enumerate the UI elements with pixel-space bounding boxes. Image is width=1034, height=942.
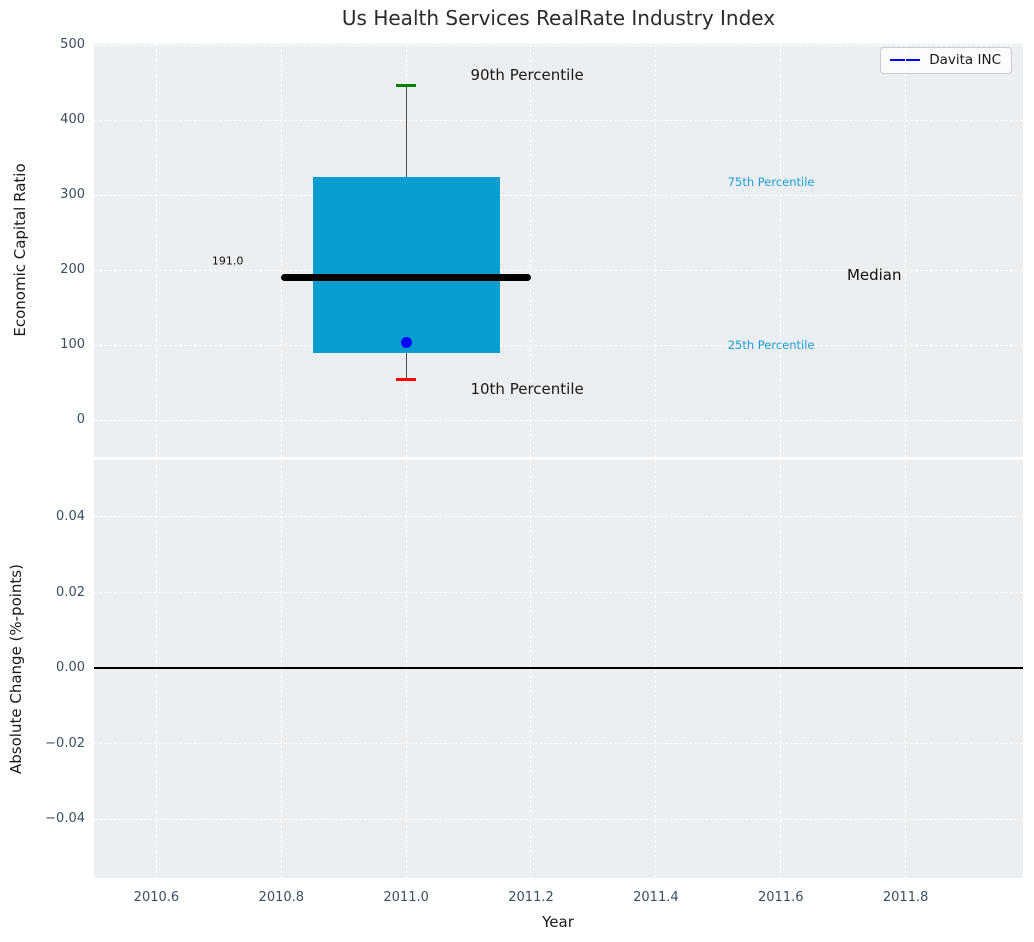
y-tick-label: 0.02 <box>56 584 85 600</box>
gridline-x <box>780 44 782 457</box>
whisker-cap-90 <box>396 83 417 87</box>
whisker-cap-10 <box>396 378 417 382</box>
x-axis-label: Year <box>542 913 574 931</box>
y-tick-label: −0.02 <box>45 735 85 751</box>
x-tick-label: 2010.6 <box>133 890 180 905</box>
x-tick-label: 2011.4 <box>633 890 679 905</box>
y-tick-label: 0.04 <box>56 509 85 525</box>
zero-line <box>94 667 1023 670</box>
data-point-davita <box>400 336 412 348</box>
gridline-y <box>94 743 1023 745</box>
x-tick-label: 2011.8 <box>882 890 929 905</box>
p75-label: 75th Percentile <box>727 174 815 189</box>
median-line <box>281 273 532 281</box>
y-tick-label: 400 <box>60 112 85 128</box>
y-tick-label: −0.04 <box>45 811 85 827</box>
gridline-y <box>94 269 1023 271</box>
axes-economic-capital-ratio <box>94 44 1023 457</box>
gridline-y <box>94 516 1023 518</box>
y-tick-label: 0 <box>76 412 85 428</box>
legend-label: Davita INC <box>929 52 1001 68</box>
gridline-y <box>94 194 1023 196</box>
gridline-x <box>655 44 657 457</box>
legend: Davita INC <box>880 47 1012 74</box>
y-tick-label: 100 <box>60 337 85 353</box>
y-tick-label: 0.00 <box>56 660 85 676</box>
x-tick-label: 2011.2 <box>508 890 554 905</box>
median-label: Median <box>846 265 902 284</box>
box-rect <box>312 176 500 353</box>
median-value-label: 191.0 <box>211 254 244 268</box>
x-tick-label: 2010.8 <box>258 890 305 905</box>
y-tick-label: 300 <box>60 187 85 203</box>
gridline-x <box>530 44 532 457</box>
p10-label: 10th Percentile <box>470 379 584 398</box>
x-tick-label: 2011.6 <box>758 890 804 905</box>
gridline-x <box>280 44 282 457</box>
y-tick-label: 500 <box>60 37 85 53</box>
x-tick-label: 2011.0 <box>383 890 429 905</box>
gridline-y <box>94 119 1023 121</box>
gridline-x <box>155 44 157 457</box>
gridline-y <box>94 344 1023 346</box>
chart-title: Us Health Services RealRate Industry Ind… <box>341 6 776 30</box>
p90-label: 90th Percentile <box>470 65 584 84</box>
gridline-y <box>94 419 1023 421</box>
gridline-x <box>905 44 907 457</box>
y-tick-label: 200 <box>60 262 85 278</box>
p25-label: 25th Percentile <box>727 338 815 353</box>
gridline-y <box>94 592 1023 594</box>
gridline-y <box>94 818 1023 820</box>
gridline-y <box>94 44 1023 46</box>
